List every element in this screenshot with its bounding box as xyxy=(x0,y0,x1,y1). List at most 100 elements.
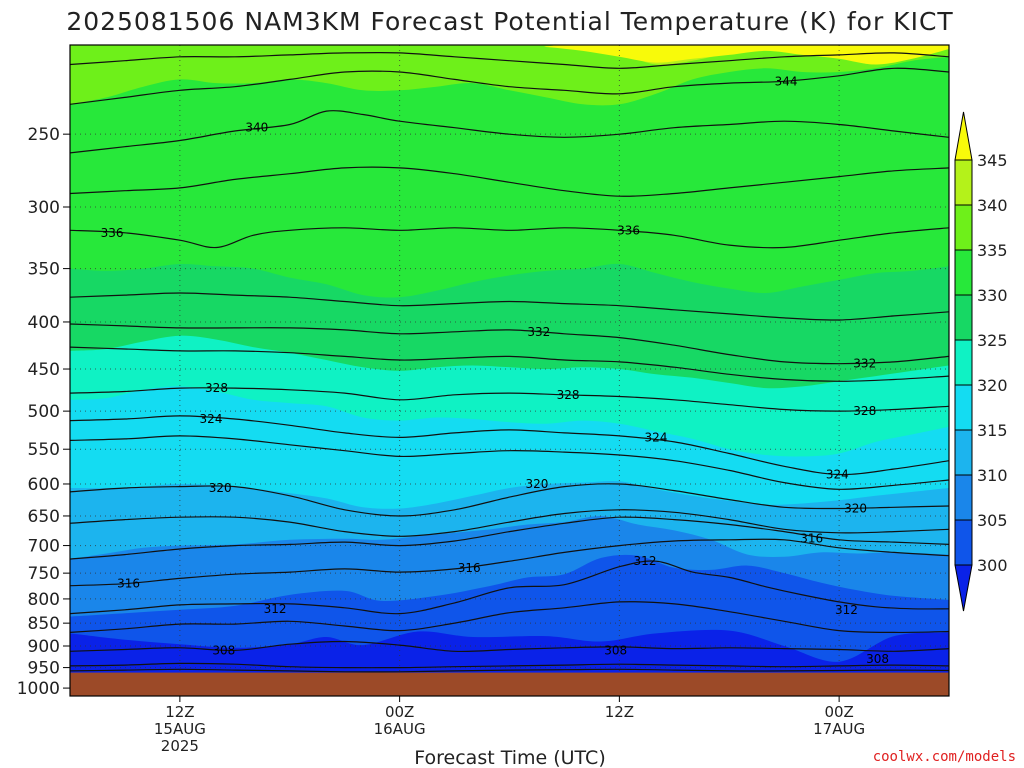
chart-title: 2025081506 NAM3KM Forecast Potential Tem… xyxy=(66,7,953,36)
colorbar-segment-330 xyxy=(954,249,973,296)
y-tick-label-750: 750 xyxy=(28,564,60,584)
contour-label-324-0: 324 xyxy=(200,412,223,426)
contour-label-text: 312 xyxy=(835,603,858,617)
contour-label-308-2: 308 xyxy=(866,652,889,666)
contour-label-text: 340 xyxy=(245,121,268,135)
band-335 xyxy=(70,45,949,298)
contour-label-308-0: 308 xyxy=(212,643,235,657)
colorbar-segment-305 xyxy=(954,474,973,521)
contour-label-text: 324 xyxy=(645,430,668,444)
contour-lines xyxy=(70,51,949,673)
y-tick-label-250: 250 xyxy=(28,125,60,145)
contour-label-text: 344 xyxy=(775,74,798,88)
x-tick-label-12-1: 12Z xyxy=(165,703,194,721)
y-tick-label-300: 300 xyxy=(28,198,60,218)
ground-fill xyxy=(70,672,949,696)
colorbar-segment-340 xyxy=(954,159,973,206)
colorbar-bottom-arrow xyxy=(954,564,973,612)
y-tick-label-700: 700 xyxy=(28,537,60,557)
plot-area xyxy=(70,45,949,696)
colorbar-segment-300 xyxy=(954,519,973,566)
colorbar-label-300: 300 xyxy=(977,556,1008,575)
contour-label-text: 328 xyxy=(205,381,228,395)
contour-label-text: 316 xyxy=(458,561,481,575)
contour-label-text: 320 xyxy=(844,502,867,516)
contour-line-unlabeled-11 xyxy=(70,166,949,197)
y-tick-label-1000: 1000 xyxy=(17,679,60,699)
contour-label-text: 308 xyxy=(212,643,235,657)
contour-label-316-2: 316 xyxy=(800,532,823,546)
x-tick-label-48-2: 17AUG xyxy=(813,720,865,738)
colorbar-label-345: 345 xyxy=(977,151,1008,170)
y-tick-label-950: 950 xyxy=(28,659,60,679)
contour-label-312-2: 312 xyxy=(835,603,858,617)
colorbar-label-305: 305 xyxy=(977,511,1008,530)
contour-line-332 xyxy=(70,323,949,365)
contour-label-text: 312 xyxy=(634,554,657,568)
colorbar-label-330: 330 xyxy=(977,286,1008,305)
x-tick-label-48-1: 00Z xyxy=(824,703,853,721)
contour-label-text: 316 xyxy=(800,532,823,546)
colorbar-label-310: 310 xyxy=(977,466,1008,485)
colorbar-segment-320 xyxy=(954,339,973,386)
y-tick-label-900: 900 xyxy=(28,637,60,657)
contour-line-unlabeled-17 xyxy=(70,601,949,634)
contour-label-text: 336 xyxy=(617,223,640,237)
contour-line-unlabeled-12 xyxy=(70,292,949,321)
ground-layer xyxy=(70,672,949,696)
y-tick-label-600: 600 xyxy=(28,475,60,495)
y-tick-label-400: 400 xyxy=(28,313,60,333)
y-tick-label-500: 500 xyxy=(28,402,60,422)
contour-label-328-2: 328 xyxy=(853,404,876,418)
x-axis-label: Forecast Time (UTC) xyxy=(414,747,605,768)
x-tick-label-24-2: 16AUG xyxy=(374,720,426,738)
contour-line-344 xyxy=(70,67,949,105)
contour-label-332-0: 332 xyxy=(527,325,550,339)
credit-text[interactable]: coolwx.com/models xyxy=(873,749,1016,765)
contour-label-320-2: 320 xyxy=(844,502,867,516)
contour-label-324-1: 324 xyxy=(645,430,668,444)
contour-label-336-1: 336 xyxy=(617,223,640,237)
x-tick-label-12-3: 2025 xyxy=(161,737,199,755)
contour-label-324-2: 324 xyxy=(826,468,849,482)
band-350 xyxy=(70,45,949,65)
contour-label-312-0: 312 xyxy=(264,602,287,616)
contour-label-text: 324 xyxy=(200,412,223,426)
y-tick-label-550: 550 xyxy=(28,440,60,460)
colorbar-label-325: 325 xyxy=(977,331,1008,350)
contour-line-312 xyxy=(70,560,949,615)
colorbar-label-320: 320 xyxy=(977,376,1008,395)
contour-line-unlabeled-18 xyxy=(70,662,949,669)
contour-line-unlabeled-19 xyxy=(70,668,949,673)
contour-label-text: 324 xyxy=(826,468,849,482)
contour-line-328 xyxy=(70,387,949,412)
contour-line-320 xyxy=(70,483,949,517)
contour-label-328-0: 328 xyxy=(205,381,228,395)
y-tick-label-800: 800 xyxy=(28,590,60,610)
contour-line-336 xyxy=(70,227,949,249)
contour-label-text: 320 xyxy=(526,477,549,491)
colorbar-label-340: 340 xyxy=(977,196,1008,215)
contour-label-328-1: 328 xyxy=(557,388,580,402)
contour-label-344-0: 344 xyxy=(775,74,798,88)
colorbar: 300 305 310 315 320 325 330 335 340 345 xyxy=(954,111,1008,612)
contour-line-unlabeled-16 xyxy=(70,516,949,560)
colorbar-segment-325 xyxy=(954,294,973,341)
plot-frame xyxy=(69,44,950,697)
contour-line-324 xyxy=(70,415,949,476)
contour-line-308 xyxy=(70,640,949,653)
contour-line-unlabeled-14 xyxy=(70,435,949,490)
contour-label-text: 308 xyxy=(604,643,627,657)
contour-label-text: 308 xyxy=(866,652,889,666)
y-tick-label-450: 450 xyxy=(28,360,60,380)
contour-label-316-0: 316 xyxy=(117,577,140,591)
contour-line-unlabeled-10 xyxy=(70,51,949,69)
contour-label-text: 328 xyxy=(557,388,580,402)
contour-label-308-1: 308 xyxy=(604,643,627,657)
colorbar-segment-335 xyxy=(954,204,973,251)
contour-line-unlabeled-13 xyxy=(70,346,949,382)
contour-label-text: 332 xyxy=(527,325,550,339)
contour-label-336-0: 336 xyxy=(101,226,124,240)
x-tick-label-36-1: 12Z xyxy=(605,703,634,721)
